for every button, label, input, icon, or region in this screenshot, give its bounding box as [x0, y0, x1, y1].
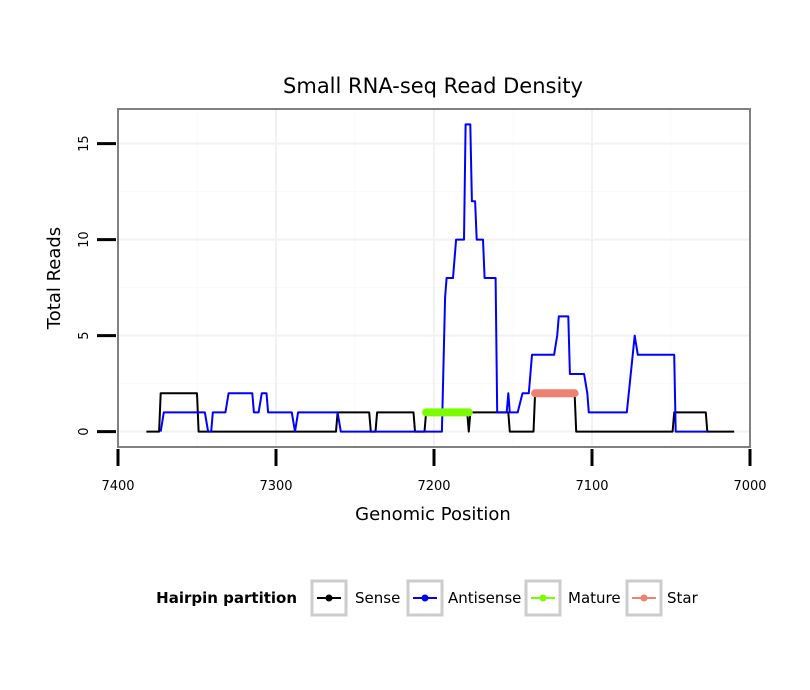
legend-item-sense: Sense	[310, 579, 400, 617]
legend-title: Hairpin partition	[156, 589, 297, 607]
y-tick-label: 0	[77, 427, 92, 435]
legend-key-point	[325, 594, 333, 602]
y-tick-label: 10	[77, 231, 92, 248]
x-tick-label: 7200	[417, 479, 450, 494]
legend-item-star: Star	[625, 579, 699, 617]
series-lines	[146, 123, 735, 433]
series-line-antisense	[159, 123, 708, 433]
legend-item-antisense: Antisense	[406, 579, 521, 617]
x-axis: 7400 7300 7200 7100 7000	[101, 449, 767, 494]
legend-key-point	[421, 594, 429, 602]
legend: Hairpin partition Sense Antisense Mature St…	[156, 579, 699, 617]
plot-panel	[117, 108, 751, 448]
legend-label: Antisense	[448, 589, 521, 607]
y-tick-label: 5	[77, 331, 92, 339]
y-axis-title: Total Reads	[44, 227, 65, 330]
legend-label: Mature	[568, 589, 621, 607]
x-tick-label: 7300	[259, 479, 292, 494]
legend-item-mature: Mature	[524, 579, 621, 617]
x-tick-label: 7000	[733, 479, 766, 494]
y-tick-label: 15	[77, 135, 92, 152]
grid-lines	[117, 109, 751, 447]
x-tick-label: 7400	[101, 479, 134, 494]
legend-key-point	[640, 594, 648, 602]
x-axis-title: Genomic Position	[355, 504, 511, 525]
legend-key-point	[539, 594, 547, 602]
y-axis: 0 5 10 15	[77, 135, 116, 436]
x-tick-label: 7100	[575, 479, 608, 494]
chart-title: Small RNA-seq Read Density	[283, 74, 583, 98]
legend-label: Sense	[355, 589, 400, 607]
legend-label: Star	[667, 589, 699, 607]
